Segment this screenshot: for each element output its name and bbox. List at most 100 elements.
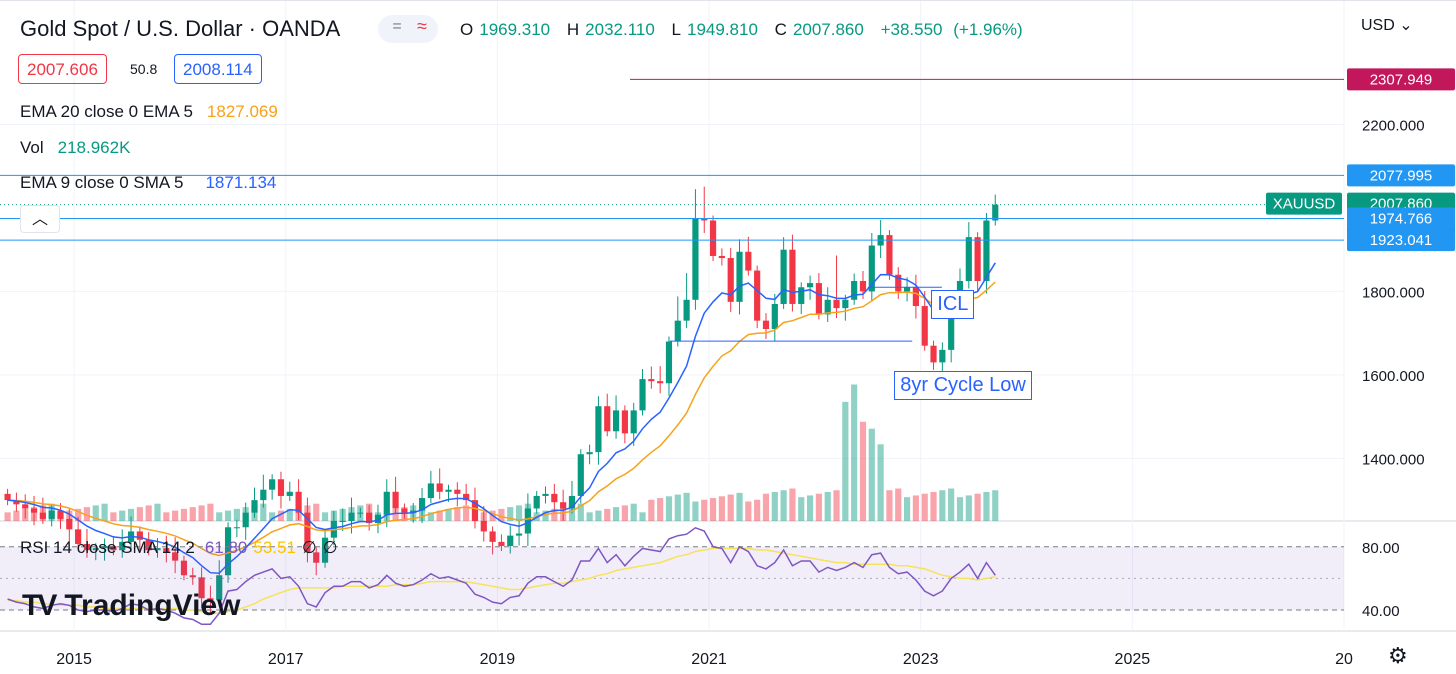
candle	[286, 481, 293, 501]
candle	[454, 482, 461, 507]
currency-selector[interactable]: USD ⌄	[1361, 17, 1413, 34]
volume-bar	[207, 503, 214, 521]
candle	[762, 313, 770, 340]
candle	[674, 296, 681, 347]
price-label-1: 2077.995	[1370, 167, 1433, 184]
price-tick-1: 1800.000	[1362, 284, 1425, 301]
volume-bar	[145, 505, 152, 521]
volume-bar	[260, 503, 267, 521]
volume-bar	[930, 491, 937, 521]
volume-bar	[903, 497, 911, 521]
volume-bar	[154, 503, 161, 521]
candle	[339, 508, 346, 532]
candle	[357, 507, 364, 518]
volume-bar	[480, 512, 487, 521]
candle	[551, 483, 558, 513]
volume-bar	[727, 494, 734, 521]
volume-bar	[524, 503, 531, 521]
volume-bar	[127, 508, 135, 521]
volume-bar	[798, 497, 805, 521]
volume-bar	[463, 505, 470, 521]
ema20-legend[interactable]: EMA 20 close 0 EMA 5 1827.069	[20, 102, 278, 121]
candle	[180, 555, 188, 581]
candle	[824, 287, 831, 322]
volume-bar	[110, 512, 117, 521]
volume-bar	[198, 505, 205, 521]
annotation-0[interactable]: ICL	[931, 289, 975, 319]
price-label-bg-4	[1347, 229, 1455, 252]
volume-bar	[692, 501, 699, 521]
candle	[233, 519, 240, 538]
candle	[612, 395, 620, 439]
candle	[745, 236, 752, 276]
candle	[701, 186, 708, 233]
candle	[965, 222, 972, 289]
candle	[101, 538, 108, 561]
candle	[277, 471, 285, 509]
time-tick-1: 2017	[268, 651, 304, 668]
rsi-legend[interactable]: RSI 14 close SMA 14 2 61.80 53.51 ∅ ∅	[20, 538, 338, 557]
bars-icon[interactable]: =	[392, 18, 402, 35]
candle	[630, 402, 637, 446]
price-label-bg-1	[1347, 164, 1455, 187]
candle	[895, 267, 902, 299]
candle	[110, 536, 117, 556]
candle	[833, 255, 840, 319]
candle	[683, 273, 690, 329]
volume-bar	[233, 508, 240, 521]
candle	[798, 282, 805, 314]
candle	[903, 277, 911, 302]
volume-bar	[330, 510, 337, 521]
candle	[621, 405, 628, 444]
settings-gear-icon[interactable]: ⚙	[1388, 643, 1408, 668]
candle	[242, 502, 249, 540]
volume-bar	[251, 505, 258, 521]
volume-bar	[780, 490, 787, 521]
volume-bar	[948, 488, 955, 521]
volume-bar	[180, 508, 188, 521]
symbol-tag: XAUUSD	[1273, 196, 1336, 213]
candle	[727, 248, 734, 312]
candle	[639, 369, 646, 416]
tradingview-logo[interactable]: TV TradingView	[22, 589, 241, 622]
symbol-title[interactable]: Gold Spot / U.S. Dollar · OANDA	[20, 16, 341, 41]
price-label-bg-0	[1347, 68, 1455, 91]
candle	[886, 230, 893, 280]
volume-legend[interactable]: Vol 218.962K	[20, 138, 131, 157]
candle	[48, 505, 55, 527]
ema20-line	[7, 281, 996, 557]
time-tick-6: 20	[1335, 651, 1353, 668]
buy-price-button[interactable]: 2008.114	[174, 54, 262, 84]
volume-bar	[374, 512, 382, 521]
volume-bar	[295, 507, 302, 521]
candle	[498, 534, 505, 552]
volume-bar	[189, 507, 196, 521]
volume-bar	[57, 512, 64, 521]
volume-bar	[542, 510, 549, 521]
volume-bar	[877, 444, 884, 521]
volume-bar	[939, 490, 946, 521]
volume-bar	[101, 503, 108, 521]
rsi-tick-1: 40.00	[1362, 603, 1400, 620]
volume-bar	[762, 493, 770, 521]
wave-icon[interactable]: ≈	[417, 16, 427, 36]
candle	[145, 532, 152, 556]
volume-bar	[163, 512, 170, 521]
price-label-bg-3	[1347, 207, 1455, 230]
price-label-3: 1974.766	[1370, 210, 1433, 227]
volume-bar	[418, 503, 426, 521]
candle	[533, 490, 540, 514]
chart-style-toggle[interactable]: = ≈	[378, 15, 438, 43]
ohlc-close: C 2007.860	[774, 20, 864, 39]
volume-bar	[392, 508, 399, 521]
sell-price-button[interactable]: 2007.606	[18, 54, 107, 84]
collapse-legend-button[interactable]: ︿	[20, 205, 60, 233]
candle	[436, 468, 443, 500]
volume-bar	[868, 428, 875, 521]
candle	[524, 493, 531, 547]
ema9-legend[interactable]: EMA 9 close 0 SMA 5 1871.134	[20, 173, 277, 192]
volume-bar	[92, 505, 99, 521]
candle	[507, 525, 514, 554]
annotation-1[interactable]: 8yr Cycle Low	[894, 371, 1032, 401]
